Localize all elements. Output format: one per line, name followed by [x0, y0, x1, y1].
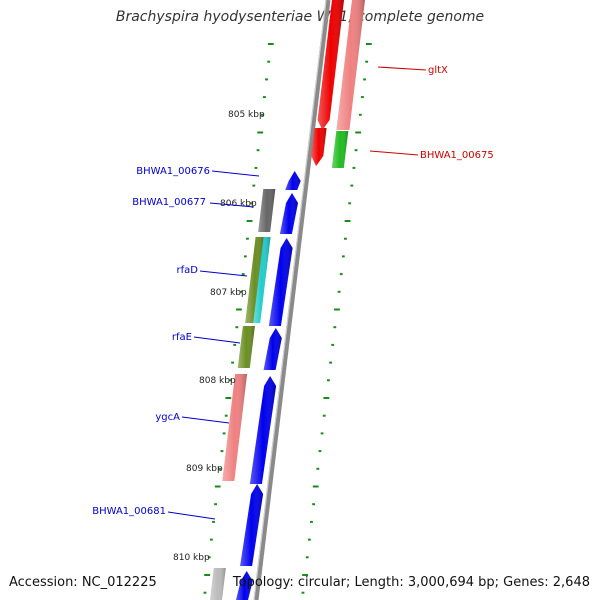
gene-feature-BHWA1_00675-shading	[331, 131, 349, 168]
gene-feature-after-00681-shading	[236, 571, 253, 600]
leader-rfaE	[193, 336, 241, 344]
gene-feature-gltX-tail-shading	[311, 128, 327, 166]
leader-gltX	[377, 66, 427, 71]
gene-feature-rfaD-track3-shading	[253, 237, 271, 323]
gene-feature-after-00681-track2-shading	[210, 568, 226, 600]
gene-label-BHWA1_00676[interactable]: BHWA1_00676	[136, 166, 210, 177]
map-title: Brachyspira hyodysenteriae WA1, complete…	[115, 9, 485, 25]
gene-features	[210, 0, 365, 600]
genome-backbone-highlight	[253, 0, 327, 600]
accession-text: Accession: NC_012225	[9, 575, 157, 590]
kbp-label-810: 810 kbp	[173, 553, 210, 563]
gene-feature-BHWA1_00677-track2-shading	[258, 189, 276, 232]
genome-backbone	[253, 0, 331, 600]
gene-feature-rfaE-track2-shading	[237, 326, 255, 368]
gene-feature-rfaD-track2-shading	[245, 237, 265, 323]
gene-feature-BHWA1_00676-shading	[285, 171, 301, 190]
scale-ticks	[203, 43, 372, 594]
leader-rfaD	[199, 270, 248, 277]
gene-feature-gltX-upper-shading	[317, 0, 344, 130]
leader-BHWA1_00675	[369, 150, 419, 156]
gene-feature-rfaD-shading	[268, 238, 293, 326]
leader-ygcA	[181, 416, 230, 424]
kbp-label-807: 807 kbp	[210, 288, 247, 298]
kbp-label-808: 808 kbp	[199, 376, 236, 386]
gene-feature-ygcA-shading	[249, 376, 277, 484]
gene-feature-BHWA1_00681-shading	[240, 484, 264, 566]
gene-label-BHWA1_00677[interactable]: BHWA1_00677	[132, 197, 206, 208]
gene-label-rfaD[interactable]: rfaD	[177, 265, 199, 276]
leader-BHWA1_00681	[167, 511, 216, 520]
gene-label-BHWA1_00681[interactable]: BHWA1_00681	[92, 506, 166, 517]
gene-feature-ygcA-track2-shading	[222, 374, 248, 481]
gene-label-ygcA[interactable]: ygcA	[155, 412, 180, 423]
gene-label-gltX[interactable]: gltX	[428, 65, 448, 76]
gene-label-BHWA1_00675[interactable]: BHWA1_00675	[420, 150, 494, 161]
kbp-label-806: 806 kbp	[220, 199, 257, 209]
leader-BHWA1_00677	[209, 202, 255, 208]
leader-BHWA1_00676	[211, 170, 260, 177]
gene-feature-rfaE-shading	[263, 328, 282, 370]
genome-summary-text: Topology: circular; Length: 3,000,694 bp…	[232, 575, 590, 590]
gene-feature-gltX-track2-shading	[336, 0, 365, 130]
kbp-label-805: 805 kbp	[228, 110, 265, 120]
gene-label-rfaE[interactable]: rfaE	[172, 332, 192, 343]
gene-feature-BHWA1_00677-shading	[279, 193, 298, 234]
kbp-label-809: 809 kbp	[186, 464, 223, 474]
